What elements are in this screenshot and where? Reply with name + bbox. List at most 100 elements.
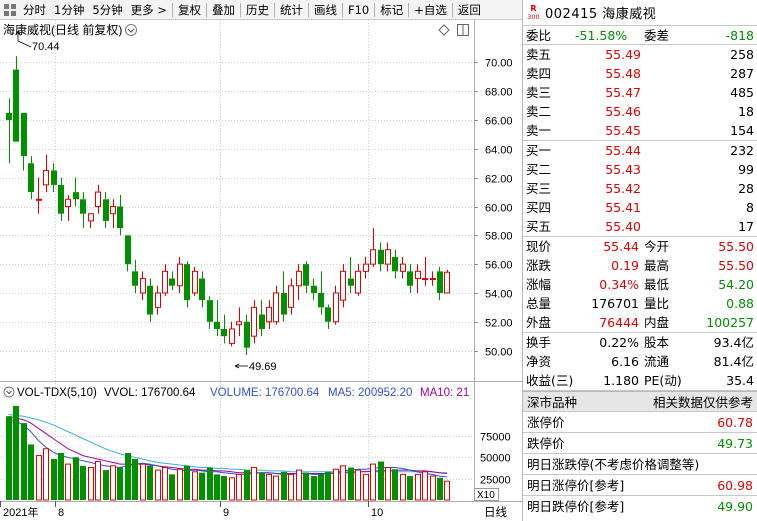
volume-legend: VOL-TDX(5,10) VVOL: 176700.64 VOLUME: 17…	[3, 386, 469, 399]
tab-1min[interactable]: 1分钟	[54, 2, 85, 17]
window-toggle-icon[interactable]	[457, 24, 469, 36]
candlestick	[229, 321, 235, 347]
quote-stat-row: 涨跌 0.19 最高 55.50	[523, 256, 757, 275]
ma10-value: MA10: 21	[420, 387, 469, 399]
fund-value: 0.22%	[599, 335, 639, 350]
stat-value: 176701	[591, 296, 639, 311]
candlestick	[370, 228, 376, 268]
volume-bar	[28, 444, 34, 500]
volume-bar	[318, 474, 324, 500]
tomorrow-title-row: 明日涨跌停(不考虑价格调整等)	[523, 454, 757, 475]
toolbar-divider	[273, 2, 275, 17]
price-tick-label: 60.00	[485, 203, 513, 215]
fund-value: 1.180	[603, 373, 639, 388]
vol-unit-box	[474, 488, 499, 501]
tomorrow-up-label: 明日涨停价[参考]	[527, 478, 625, 493]
grid-menu-icon[interactable]	[4, 3, 16, 16]
f10-button[interactable]: F10	[347, 2, 370, 17]
fund-value: 6.16	[611, 354, 639, 369]
candlestick	[392, 249, 398, 279]
volume-bar	[400, 473, 406, 501]
volume-bar	[199, 472, 205, 500]
mark-button[interactable]: 标记	[380, 2, 404, 17]
limit-down-label: 跌停价	[527, 436, 565, 451]
volume-bar	[251, 467, 257, 501]
tomorrow-down-row: 明日跌停价[参考] 49.90	[523, 496, 757, 517]
stat-label: 最高	[644, 258, 670, 273]
stock-code-name: 002415 海康威视	[545, 7, 657, 22]
price-tick-label: 62.00	[485, 174, 513, 186]
volume-bar	[303, 472, 309, 500]
draw-line-button[interactable]: 画线	[313, 2, 337, 17]
candlestick	[140, 271, 146, 301]
fund-label: 股本	[644, 335, 670, 350]
stat-value: 54.20	[718, 277, 754, 292]
history-button[interactable]: 历史	[245, 2, 269, 17]
volume-bar	[65, 463, 71, 501]
fund-label: 流通	[644, 354, 670, 369]
toolbar-divider	[341, 2, 343, 17]
toolbar-divider	[205, 2, 207, 17]
chevron-down-icon[interactable]	[3, 386, 15, 398]
toolbar-divider	[239, 2, 241, 17]
volume-bar	[177, 468, 183, 501]
vol-tick-label: 50000	[480, 453, 511, 465]
price-tick-label: 70.00	[485, 58, 513, 70]
fund-label: 净资	[526, 354, 552, 369]
candlestick	[281, 271, 287, 322]
ask-row: 卖四 55.48 287	[526, 66, 754, 81]
candlestick	[244, 314, 250, 356]
volume-bar	[95, 461, 101, 501]
tab-5min[interactable]: 5分钟	[92, 2, 123, 17]
kline-chart[interactable]: 海康威视(日线 前复权) 70.00 68.00 66.00 64.00 62.00 60…	[0, 20, 522, 521]
volume-bar	[21, 423, 27, 500]
fundamental-stats: 换手 0.22% 股本 93.4亿 净资 6.16 流通 81.4亿 收益(三) 1.180 PE(…	[523, 333, 757, 391]
price-tick-label: 50.00	[485, 347, 513, 359]
adjust-button[interactable]: 复权	[177, 2, 201, 17]
order-diff-value: -818	[725, 28, 754, 43]
period-label[interactable]: 日线	[484, 505, 507, 519]
add-watchlist-button[interactable]: +自选	[414, 2, 447, 17]
toolbar-divider	[171, 2, 173, 17]
tomorrow-up-value: 60.98	[717, 478, 753, 493]
volume-bar	[311, 476, 317, 500]
stat-label: 涨跌	[526, 258, 552, 273]
tomorrow-down-label: 明日跌停价[参考]	[527, 499, 625, 514]
tab-more[interactable]: 更多 >	[130, 2, 167, 17]
back-button[interactable]: 返回	[457, 2, 481, 17]
volume-bar	[125, 453, 131, 500]
volume-bar	[288, 473, 294, 501]
candlestick	[207, 295, 213, 329]
bid-row: 买四 55.41 8	[526, 200, 754, 215]
toolbar-divider	[408, 2, 410, 17]
date-label-oct: 10	[371, 507, 383, 519]
volume-bar	[147, 465, 153, 500]
stat-label: 最低	[644, 277, 670, 292]
tab-intraday[interactable]: 分时	[23, 2, 46, 17]
candlestick	[184, 261, 190, 308]
ask-row: 卖二 55.46 18	[526, 104, 754, 119]
chevron-down-icon[interactable]	[125, 24, 137, 36]
market-info-header: 深市品种 相关数据仅供参考	[523, 391, 757, 412]
candlestick	[28, 156, 34, 200]
stats-button[interactable]: 统计	[279, 2, 303, 17]
vol-indicator-name: VOL-TDX(5,10)	[17, 387, 97, 399]
price-tick-label: 52.00	[485, 318, 513, 330]
overlay-button[interactable]: 叠加	[211, 2, 235, 17]
volume-bar	[140, 463, 146, 501]
candlestick	[73, 177, 79, 207]
date-label-year: 2021年	[3, 505, 38, 519]
candlestick	[117, 194, 123, 236]
volume-bar	[13, 406, 19, 500]
candlestick	[385, 242, 391, 272]
date-label-sep: 9	[223, 507, 229, 519]
candlestick	[88, 213, 94, 229]
fund-value: 93.4亿	[713, 335, 754, 350]
low-price-label: 49.69	[249, 361, 277, 373]
vvol-value: VVOL: 176700.64	[104, 387, 196, 399]
fund-label: 换手	[526, 335, 552, 350]
diamond-icon[interactable]	[438, 24, 450, 36]
chart-toolbar: 分时 1分钟 5分钟 更多 > 复权 叠加 历史 统计 画线 F10 标记 +自…	[0, 0, 522, 20]
volume-bar	[58, 453, 64, 500]
stat-label: 内盘	[644, 315, 670, 330]
